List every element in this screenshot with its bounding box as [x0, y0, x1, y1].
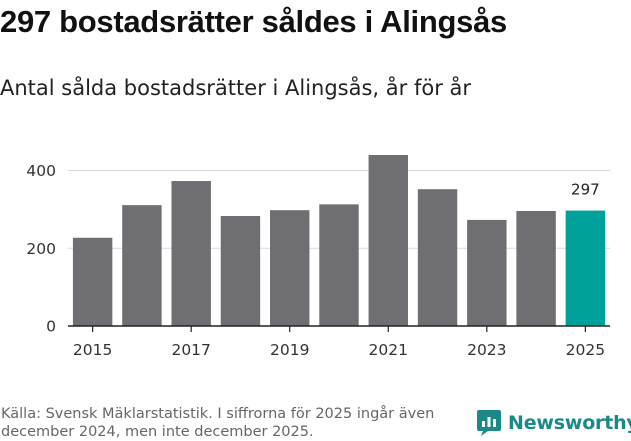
newsworthy-logo-icon	[477, 410, 501, 436]
x-tick-label: 2015	[73, 341, 112, 359]
chart-subtitle: Antal sålda bostadsrätter i Alingsås, år…	[0, 76, 472, 100]
x-tick-label: 2025	[566, 341, 605, 359]
y-tick-label: 200	[26, 240, 56, 258]
bar-2022	[417, 189, 458, 326]
data-labels: 297	[571, 181, 600, 199]
bar-2024	[516, 210, 556, 326]
chart-title: 297 bostadsrätter såldes i Alingsås	[0, 4, 507, 39]
x-tick-label: 2017	[171, 341, 210, 359]
bar-chart: 297 0 200 400 2015 2017 2019 2021 2023 2025	[26, 155, 610, 359]
bar-2019	[270, 210, 310, 326]
bar-2023	[467, 219, 507, 326]
x-tick-label: 2023	[467, 341, 506, 359]
y-tick-label: 400	[26, 162, 56, 180]
x-tick-label: 2021	[369, 341, 408, 359]
x-tick-label: 2019	[270, 341, 309, 359]
bars	[72, 155, 606, 326]
bar-2021	[368, 155, 408, 326]
data-label: 297	[571, 181, 600, 199]
bar-2015	[72, 237, 113, 326]
axes: 0 200 400 2015 2017 2019 2021 2023 2025	[26, 162, 610, 359]
bar-2018	[220, 216, 261, 326]
bar-2020	[319, 204, 359, 326]
y-tick-label: 0	[46, 318, 56, 336]
bar-2017	[171, 181, 211, 326]
brand-name: Newsworthy	[508, 412, 631, 434]
source-note: Källa: Svensk Mäklarstatistik. I siffror…	[1, 406, 435, 440]
brand: Newsworthy	[476, 408, 631, 438]
bar-2016	[122, 205, 162, 326]
bar-2025	[565, 210, 606, 326]
